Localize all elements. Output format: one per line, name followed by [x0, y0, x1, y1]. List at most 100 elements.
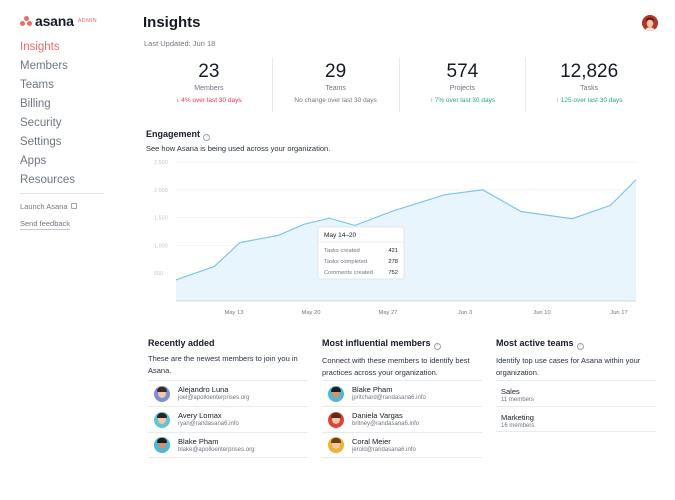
user-avatar-image	[642, 15, 658, 31]
stat-value: 574	[446, 61, 479, 82]
x-tick-label: Jun 10	[533, 310, 550, 316]
last-updated: Last Updated: Jun 18	[144, 39, 216, 48]
avatar	[328, 385, 344, 402]
y-tick-label: 2,500	[154, 160, 168, 166]
member-email: blake@apolloenterprises.org	[178, 446, 255, 453]
stats-row: 23 Members ↓ 4% over last 30 days 29 Tea…	[146, 58, 652, 112]
influential-list: Blake Pham jpritchard@randasana6.info Dan…	[322, 380, 482, 458]
avatar	[328, 437, 344, 453]
stat-value: 29	[325, 61, 347, 82]
asana-logo[interactable]: asana ADMIN	[20, 13, 97, 29]
stat-change: ↑ 125 over last 30 days	[555, 97, 623, 104]
avatar	[328, 411, 344, 428]
avatar	[154, 437, 170, 453]
page-title: Insights	[143, 14, 201, 31]
recently-added-description: These are the newest members to join you…	[148, 354, 298, 375]
member-name: Alejandro Luna	[178, 385, 229, 394]
launch-asana-label: Launch Asana	[20, 202, 68, 211]
list-item[interactable]: Daniela Vargas britney@randasana6.info	[322, 406, 482, 432]
sidebar-item-settings[interactable]: Settings	[20, 136, 62, 148]
list-item[interactable]: Blake Pham blake@apolloenterprises.org	[148, 432, 308, 458]
influential-title: Most influential members?	[322, 338, 482, 350]
influential-members-panel: Most influential members? Connect with t…	[322, 338, 482, 458]
help-icon[interactable]: ?	[433, 342, 441, 350]
list-item[interactable]: Marketing 16 members	[496, 406, 656, 432]
help-icon[interactable]: ?	[203, 133, 211, 141]
sidebar-item-security[interactable]: Security	[20, 117, 62, 129]
member-name: Daniela Vargas	[352, 411, 403, 420]
stat-teams[interactable]: 29 Teams No change over last 30 days	[273, 58, 400, 112]
recently-added-title: Recently added	[148, 338, 215, 348]
member-email: jerold@randasana6.info	[352, 446, 416, 453]
help-icon[interactable]: ?	[576, 342, 584, 350]
x-tick-label: May 13	[224, 310, 243, 316]
avatar	[154, 385, 170, 402]
chart-line	[175, 179, 637, 281]
member-name: Avery Lomax	[178, 411, 222, 420]
sidebar-item-teams[interactable]: Teams	[20, 79, 54, 91]
team-name: Sales	[501, 387, 520, 396]
stat-label: Teams	[325, 85, 346, 92]
member-email: britney@randasana6.info	[352, 421, 420, 427]
team-members: 11 members	[501, 397, 534, 403]
x-tick-label: May 27	[378, 310, 397, 316]
user-avatar[interactable]	[642, 15, 658, 31]
member-email: joel@apolloenterprises.org	[178, 395, 250, 401]
launch-asana-link[interactable]: Launch Asana	[20, 202, 77, 211]
list-item[interactable]: Avery Lomax ryan@randasana6.info	[148, 406, 308, 432]
active-teams-title-text: Most active teams	[496, 338, 574, 348]
influential-description: Connect with these members to identify b…	[322, 355, 470, 377]
engagement-title: Engagement?	[146, 129, 211, 141]
stat-label: Projects	[449, 85, 476, 92]
tooltip-row-value: 421	[388, 248, 398, 254]
sidebar-nav: Insights Members Teams Billing Security …	[20, 38, 75, 190]
stat-change: ↓ 4% over last 30 days	[176, 97, 242, 104]
tooltip-row-value: 752	[388, 270, 398, 276]
y-tick-label: 1,500	[154, 216, 168, 222]
member-email: ryan@randasana6.info	[178, 421, 239, 427]
x-tick-label: Jun 3	[458, 310, 472, 316]
y-tick-label: 1,000	[154, 243, 168, 249]
chart-area	[176, 179, 636, 301]
sidebar-item-insights[interactable]: Insights	[20, 41, 60, 53]
member-email: jpritchard@randasana6.info	[352, 395, 426, 401]
engagement-subtitle: See how Asana is being used across your …	[146, 144, 331, 153]
recently-added-list: Alejandro Luna joel@apolloenterprises.org…	[148, 380, 308, 458]
sidebar-item-billing[interactable]: Billing	[20, 98, 51, 110]
x-tick-label: Jun 17	[610, 310, 627, 316]
list-item[interactable]: Coral Meier jerold@randasana6.info	[322, 432, 482, 458]
stat-label: Members	[194, 85, 224, 92]
tooltip-row-label: Tasks completed	[324, 259, 367, 265]
influential-title-text: Most influential members	[322, 338, 431, 348]
active-teams-list: Sales 11 members Marketing 16 members	[496, 380, 656, 432]
chart-y-ticks: 500 1,000 1,500 2,000 2,500	[154, 160, 168, 277]
stat-tasks[interactable]: 12,826 Tasks ↑ 125 over last 30 days	[526, 58, 652, 112]
sidebar: asana ADMIN Insights Members Teams Billi…	[0, 0, 125, 500]
stat-value: 23	[198, 61, 220, 82]
external-link-icon	[70, 203, 77, 209]
sidebar-item-apps[interactable]: Apps	[20, 155, 47, 167]
send-feedback-link[interactable]: Send feedback	[20, 219, 71, 230]
stat-label: Tasks	[580, 85, 599, 92]
tooltip-box	[317, 226, 405, 280]
team-name: Marketing	[501, 413, 534, 422]
active-teams-description: Identify top use cases for Asana within …	[496, 355, 641, 377]
tooltip-row-label: Tasks created	[324, 248, 360, 254]
engagement-title-text: Engagement	[146, 129, 201, 139]
stat-members[interactable]: 23 Members ↓ 4% over last 30 days	[146, 58, 273, 112]
team-members: 16 members	[501, 423, 535, 429]
list-item[interactable]: Sales 11 members	[496, 380, 656, 406]
stat-projects[interactable]: 574 Projects ↑ 7% over last 30 days	[400, 58, 527, 112]
sidebar-item-members[interactable]: Members	[20, 60, 68, 72]
stat-change: ↑ 7% over last 30 days	[429, 97, 496, 104]
list-item[interactable]: Alejandro Luna joel@apolloenterprises.org	[148, 380, 308, 406]
active-teams-title: Most active teams?	[496, 338, 656, 350]
tooltip-row-label: Comments created	[324, 270, 373, 276]
active-teams-panel: Most active teams? Identify top use case…	[496, 338, 656, 432]
y-tick-label: 500	[154, 271, 163, 277]
sidebar-item-resources[interactable]: Resources	[20, 174, 75, 186]
list-item[interactable]: Blake Pham jpritchard@randasana6.info	[322, 380, 482, 406]
member-name: Coral Meier	[352, 436, 391, 446]
tooltip-row-value: 278	[388, 259, 398, 265]
